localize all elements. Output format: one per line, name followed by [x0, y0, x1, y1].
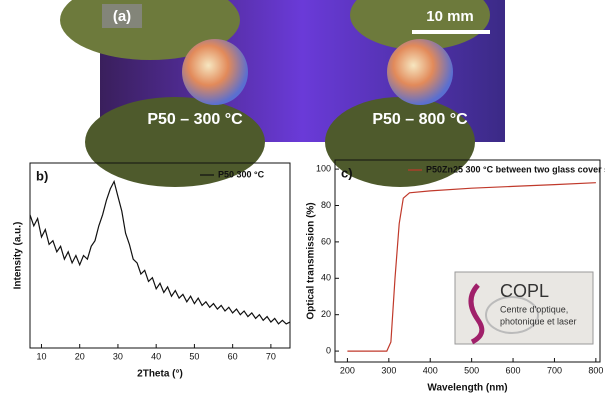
- plot-frame: [334, 159, 601, 363]
- panel-label: (a): [113, 8, 131, 25]
- x-tick-label: 20: [75, 351, 85, 361]
- x-tick-label: 60: [228, 351, 238, 361]
- legend-label: P50 300 °C: [218, 169, 265, 179]
- y-axis-label: Intensity (a.u.): [13, 222, 24, 290]
- x-tick-label: 40: [151, 351, 161, 361]
- x-tick-label: 50: [189, 351, 199, 361]
- inset-text: photonique et laser: [500, 316, 577, 326]
- inset-text: Centre d'optique,: [500, 304, 568, 314]
- y-tick-label: 0: [326, 345, 331, 355]
- x-tick-label: 200: [340, 365, 355, 375]
- y-axis-label: Optical transmission (%): [306, 202, 317, 319]
- photo: (a) 10 mm P50 – 300 °C P50 – 800 °C: [60, 0, 505, 187]
- x-tick-label: 700: [547, 365, 562, 375]
- x-tick-label: 10: [36, 351, 46, 361]
- series-line: [29, 179, 291, 325]
- x-axis-label: Wavelength (nm): [427, 383, 507, 394]
- x-tick-label: 300: [381, 365, 396, 375]
- inset-logo: COPL: [500, 281, 549, 301]
- x-tick-label: 600: [506, 365, 521, 375]
- y-tick-label: 60: [321, 236, 331, 246]
- x-tick-label: 70: [266, 351, 276, 361]
- y-tick-label: 80: [321, 200, 331, 210]
- panel-label: c): [341, 165, 353, 180]
- x-tick-label: 30: [113, 351, 123, 361]
- series-line: [347, 182, 596, 352]
- panel-label: b): [36, 168, 48, 183]
- x-axis-label: 2Theta (°): [137, 369, 183, 380]
- plot-frame: [29, 162, 291, 349]
- sample-label: P50 – 300 °C: [147, 111, 243, 128]
- inset: COPL Centre d'optique, photonique et las…: [454, 271, 594, 345]
- y-tick-label: 100: [316, 163, 331, 173]
- x-tick-label: 500: [464, 365, 479, 375]
- y-tick-label: 20: [321, 309, 331, 319]
- sample-label: P50 – 800 °C: [372, 111, 468, 128]
- x-tick-label: 800: [588, 365, 603, 375]
- legend-label: P50Zn25 300 °C between two glass cover s…: [426, 164, 605, 174]
- y-tick-label: 40: [321, 273, 331, 283]
- scale-label: 10 mm: [426, 8, 474, 25]
- x-tick-label: 400: [423, 365, 438, 375]
